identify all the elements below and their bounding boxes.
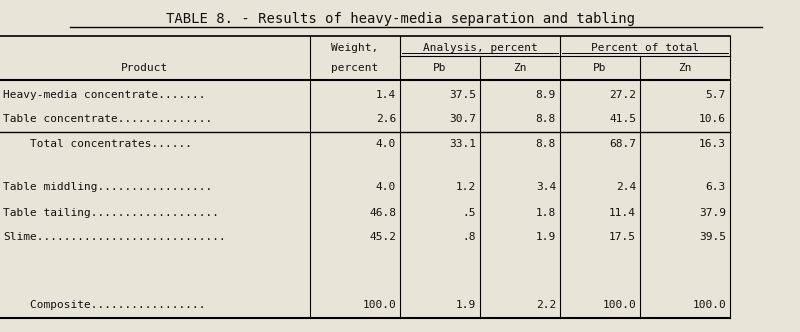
- Text: 16.3: 16.3: [699, 139, 726, 149]
- Text: Percent of total: Percent of total: [591, 43, 699, 53]
- Text: 1.2: 1.2: [456, 182, 476, 192]
- Text: Pb: Pb: [434, 63, 446, 73]
- Text: Slime............................: Slime............................: [3, 232, 226, 242]
- Text: 10.6: 10.6: [699, 114, 726, 124]
- Text: Zn: Zn: [678, 63, 692, 73]
- Text: 39.5: 39.5: [699, 232, 726, 242]
- Text: 100.0: 100.0: [602, 300, 636, 310]
- Text: Pb: Pb: [594, 63, 606, 73]
- Text: Composite.................: Composite.................: [3, 300, 206, 310]
- Text: Weight,: Weight,: [331, 43, 378, 53]
- Text: .8: .8: [462, 232, 476, 242]
- Text: 30.7: 30.7: [449, 114, 476, 124]
- Text: 2.4: 2.4: [616, 182, 636, 192]
- Text: 2.2: 2.2: [536, 300, 556, 310]
- Text: 33.1: 33.1: [449, 139, 476, 149]
- Text: 8.8: 8.8: [536, 139, 556, 149]
- Text: 46.8: 46.8: [369, 208, 396, 218]
- Text: 1.8: 1.8: [536, 208, 556, 218]
- Text: 45.2: 45.2: [369, 232, 396, 242]
- Text: 6.3: 6.3: [706, 182, 726, 192]
- Text: 1.9: 1.9: [536, 232, 556, 242]
- Text: percent: percent: [331, 63, 378, 73]
- Text: 8.9: 8.9: [536, 90, 556, 100]
- Text: .5: .5: [462, 208, 476, 218]
- Text: 4.0: 4.0: [376, 139, 396, 149]
- Text: 17.5: 17.5: [609, 232, 636, 242]
- Text: Product: Product: [122, 63, 169, 73]
- Text: 3.4: 3.4: [536, 182, 556, 192]
- Text: 1.9: 1.9: [456, 300, 476, 310]
- Text: 100.0: 100.0: [692, 300, 726, 310]
- Text: 37.5: 37.5: [449, 90, 476, 100]
- Text: 1.4: 1.4: [376, 90, 396, 100]
- Text: 68.7: 68.7: [609, 139, 636, 149]
- Text: 41.5: 41.5: [609, 114, 636, 124]
- Text: Table tailing...................: Table tailing...................: [3, 208, 219, 218]
- Text: Zn: Zn: [514, 63, 526, 73]
- Text: 4.0: 4.0: [376, 182, 396, 192]
- Text: Table middling.................: Table middling.................: [3, 182, 212, 192]
- Text: 5.7: 5.7: [706, 90, 726, 100]
- Text: Table concentrate..............: Table concentrate..............: [3, 114, 212, 124]
- Text: Heavy-media concentrate.......: Heavy-media concentrate.......: [3, 90, 206, 100]
- Text: 37.9: 37.9: [699, 208, 726, 218]
- Text: TABLE 8. - Results of heavy-media separation and tabling: TABLE 8. - Results of heavy-media separa…: [166, 12, 634, 26]
- Text: 27.2: 27.2: [609, 90, 636, 100]
- Text: Analysis, percent: Analysis, percent: [422, 43, 538, 53]
- Text: 11.4: 11.4: [609, 208, 636, 218]
- Text: 8.8: 8.8: [536, 114, 556, 124]
- Text: 2.6: 2.6: [376, 114, 396, 124]
- Text: 100.0: 100.0: [362, 300, 396, 310]
- Text: Total concentrates......: Total concentrates......: [3, 139, 192, 149]
